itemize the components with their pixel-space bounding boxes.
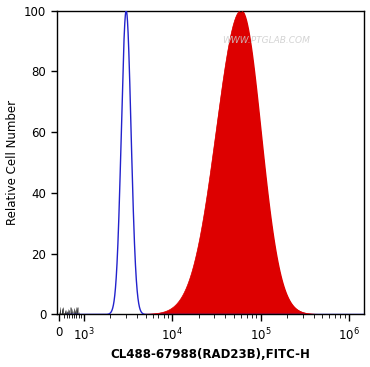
Text: WWW.PTGLAB.COM: WWW.PTGLAB.COM	[222, 36, 310, 46]
Y-axis label: Relative Cell Number: Relative Cell Number	[6, 100, 18, 225]
X-axis label: CL488-67988(RAD23B),FITC-H: CL488-67988(RAD23B),FITC-H	[111, 348, 310, 361]
